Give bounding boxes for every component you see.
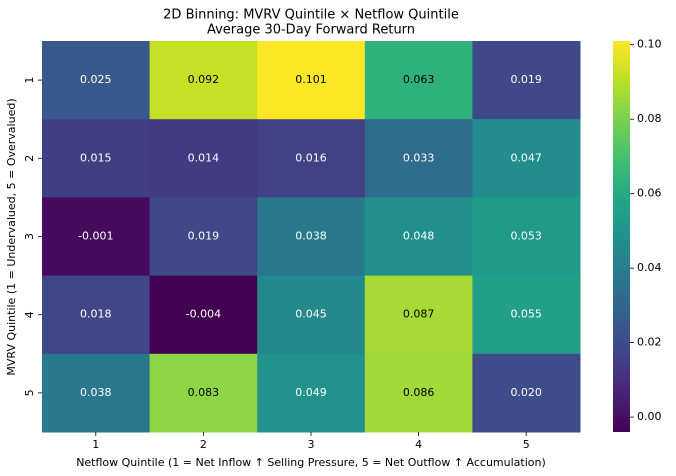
colorbar-tick-label: 0.06 <box>637 187 662 200</box>
heatmap-cell <box>472 197 581 277</box>
heatmap-cell <box>42 119 151 198</box>
cell-label: 0.063 <box>403 73 435 86</box>
y-tick-label: 4 <box>23 311 36 318</box>
y-axis-label: MVRV Quintile (1 = Undervalued, 5 = Over… <box>5 98 18 375</box>
x-tick-label: 3 <box>308 438 315 451</box>
y-tick-label: 5 <box>23 389 36 396</box>
heatmap-cell <box>364 197 473 277</box>
cell-label: 0.087 <box>403 308 435 321</box>
heatmap-cell <box>364 119 473 198</box>
cell-label: 0.019 <box>188 230 220 243</box>
colorbar-tick-label: 0.10 <box>637 38 662 51</box>
cell-label: 0.049 <box>295 386 327 399</box>
cell-label: 0.018 <box>80 308 112 321</box>
cell-label: 0.015 <box>80 151 112 164</box>
heatmap-cell <box>472 41 581 120</box>
y-tick-label: 3 <box>23 233 36 240</box>
heatmap-cell <box>257 275 366 355</box>
heatmap-cell <box>149 275 258 355</box>
heatmap-cell <box>149 119 258 198</box>
cell-label: 0.020 <box>510 386 542 399</box>
cell-label: 0.048 <box>403 230 435 243</box>
cell-label: 0.025 <box>80 73 112 86</box>
heatmap-cell <box>472 353 581 433</box>
cell-label: 0.016 <box>295 151 327 164</box>
cell-label: 0.038 <box>80 386 112 399</box>
heatmap-cell <box>364 41 473 120</box>
cell-label: 0.053 <box>510 230 542 243</box>
x-tick-label: 1 <box>92 438 99 451</box>
heatmap-cell <box>257 41 366 120</box>
heatmap-cell <box>257 353 366 433</box>
chart-subtitle: Average 30-Day Forward Return <box>207 23 415 38</box>
x-axis-label: Netflow Quintile (1 = Net Inflow ↑ Selli… <box>76 456 546 469</box>
x-tick-label: 2 <box>200 438 207 451</box>
heatmap-cell <box>149 197 258 277</box>
cell-label: 0.045 <box>295 308 327 321</box>
y-tick-label: 2 <box>23 155 36 162</box>
cell-label: 0.092 <box>188 73 220 86</box>
cell-label: 0.101 <box>295 73 327 86</box>
cell-label: 0.014 <box>188 151 220 164</box>
heatmap-cell <box>149 353 258 433</box>
chart-title: 2D Binning: MVRV Quintile × Netflow Quin… <box>163 8 459 23</box>
cell-label: 0.055 <box>510 308 542 321</box>
heatmap-cell <box>472 275 581 355</box>
colorbar-tick-label: 0.04 <box>637 261 662 274</box>
colorbar <box>613 41 630 432</box>
cell-label: 0.047 <box>510 151 542 164</box>
heatmap-cell <box>472 119 581 198</box>
heatmap-cell <box>42 41 151 120</box>
cell-label: 0.033 <box>403 151 435 164</box>
cell-label: -0.001 <box>78 230 113 243</box>
heatmap-cell <box>257 197 366 277</box>
cell-label: 0.038 <box>295 230 327 243</box>
cell-label: -0.004 <box>186 308 221 321</box>
colorbar-tick-label: 0.02 <box>637 336 662 349</box>
heatmap-cell <box>257 119 366 198</box>
heatmap-cell <box>42 275 151 355</box>
cell-label: 0.086 <box>403 386 435 399</box>
colorbar-tick-label: 0.00 <box>637 410 662 423</box>
heatmap-cell <box>42 197 151 277</box>
heatmap-cell <box>42 353 151 433</box>
cell-label: 0.083 <box>188 386 220 399</box>
heatmap-cell <box>364 353 473 433</box>
cell-label: 0.019 <box>510 73 542 86</box>
heatmap-cell <box>149 41 258 120</box>
heatmap-cell <box>364 275 473 355</box>
colorbar-tick-label: 0.08 <box>637 112 662 125</box>
x-tick-label: 5 <box>523 438 530 451</box>
x-tick-label: 4 <box>415 438 422 451</box>
y-tick-label: 1 <box>23 77 36 84</box>
